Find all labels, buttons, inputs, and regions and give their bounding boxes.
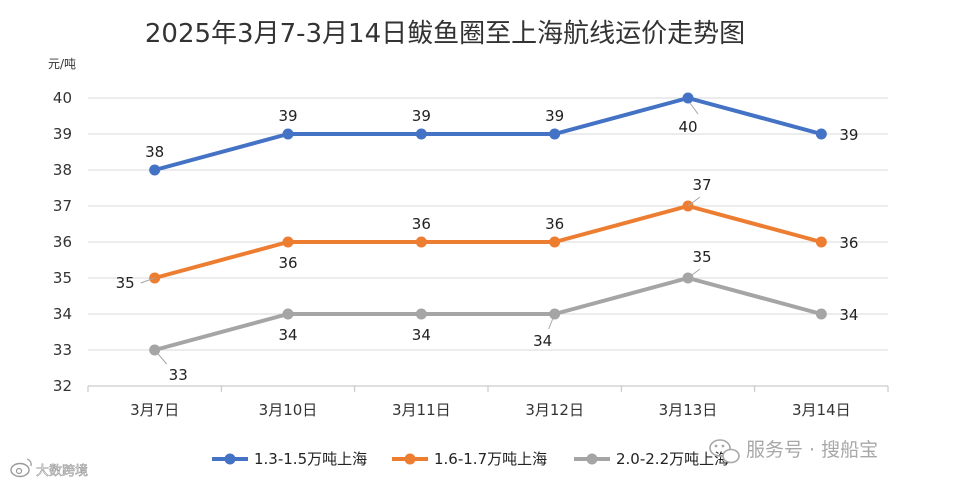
- y-tick-label: 35: [53, 269, 72, 287]
- series-lines: 38 39 39 39 40 39 35 36 36 36 37 36 33 34 34 34 35 34: [116, 92, 859, 384]
- data-point: [415, 236, 427, 248]
- data-label: 38: [145, 143, 164, 161]
- data-point: [282, 128, 294, 140]
- data-label: 34: [839, 306, 858, 324]
- data-label: 36: [278, 254, 297, 272]
- watermark-left-text: 大数跨境: [36, 464, 88, 479]
- data-label: 39: [412, 107, 431, 125]
- legend-label: 1.3-1.5万吨上海: [254, 450, 367, 468]
- label-leader-line: [689, 102, 699, 115]
- label-leader-line: [154, 349, 168, 365]
- data-label: 39: [839, 126, 858, 144]
- legend: 1.3-1.5万吨上海 1.6-1.7万吨上海 2.0-2.2万吨上海: [212, 450, 729, 468]
- data-label: 39: [545, 107, 564, 125]
- y-tick-label: 38: [53, 161, 72, 179]
- x-axis: 3月7日 3月10日 3月11日 3月12日 3月13日 3月14日: [87, 385, 889, 419]
- y-tick-label: 34: [53, 305, 72, 323]
- y-tick-label: 39: [53, 125, 72, 143]
- weibo-icon: [10, 458, 32, 478]
- legend-marker: [586, 453, 598, 465]
- data-point: [815, 308, 827, 320]
- x-tick-label: 3月14日: [792, 401, 851, 419]
- legend-marker: [404, 453, 416, 465]
- series-line: [152, 96, 824, 172]
- data-label: 34: [278, 326, 297, 344]
- data-label: 33: [169, 366, 188, 384]
- data-label: 39: [278, 107, 297, 125]
- y-axis-unit-label: 元/吨: [48, 57, 76, 71]
- series-1: 38 39 39 39 40 39: [145, 92, 858, 176]
- y-tick-label: 32: [53, 377, 72, 395]
- y-tick-label: 36: [53, 233, 72, 251]
- x-tick-label: 3月11日: [392, 401, 451, 419]
- wechat-icon: [709, 439, 740, 464]
- data-point: [815, 236, 827, 248]
- label-leader-line: [140, 277, 155, 284]
- legend-item: 2.0-2.2万吨上海: [574, 450, 729, 468]
- watermark-right: 服务号 · 搜船宝: [709, 439, 878, 464]
- data-label: 37: [692, 176, 711, 194]
- data-point: [549, 236, 561, 248]
- legend-item: 1.6-1.7万吨上海: [392, 450, 547, 468]
- label-leader-line: [687, 196, 701, 207]
- data-label: 40: [678, 118, 697, 136]
- data-point: [149, 164, 161, 176]
- data-point: [549, 128, 561, 140]
- data-label: 36: [412, 215, 431, 233]
- legend-label: 2.0-2.2万吨上海: [616, 450, 729, 468]
- data-point: [682, 92, 694, 104]
- data-label: 35: [116, 274, 135, 292]
- y-tick-label: 40: [53, 89, 72, 107]
- series-line: [152, 276, 824, 352]
- x-tick-label: 3月10日: [259, 401, 318, 419]
- legend-label: 1.6-1.7万吨上海: [434, 450, 547, 468]
- y-tick-label: 33: [53, 341, 72, 359]
- y-axis-ticks: 32 33 34 35 36 37 38 39 40: [53, 89, 72, 395]
- data-point: [415, 308, 427, 320]
- data-point: [282, 236, 294, 248]
- data-label: 36: [545, 215, 564, 233]
- x-tick-label: 3月7日: [130, 401, 179, 419]
- data-label: 34: [412, 326, 431, 344]
- legend-item: 1.3-1.5万吨上海: [212, 450, 367, 468]
- series-line: [152, 204, 824, 280]
- data-label: 34: [533, 332, 552, 350]
- y-tick-label: 37: [53, 197, 72, 215]
- data-point: [815, 128, 827, 140]
- x-tick-label: 3月13日: [659, 401, 718, 419]
- watermark-left: 大数跨境: [10, 458, 88, 479]
- label-leader-line: [687, 268, 701, 279]
- series-2: 35 36 36 36 37 36: [116, 176, 859, 292]
- chart-title: 2025年3月7-3月14日鲅鱼圈至上海航线运价走势图: [145, 19, 745, 49]
- watermark-right-text: 服务号 · 搜船宝: [746, 439, 878, 461]
- data-point: [415, 128, 427, 140]
- grid-lines: [88, 97, 888, 351]
- label-leader-line: [548, 313, 556, 330]
- data-label: 36: [839, 234, 858, 252]
- legend-marker: [224, 453, 236, 465]
- series-3: 33 34 34 34 35 34: [149, 248, 858, 384]
- data-point: [282, 308, 294, 320]
- data-label: 35: [692, 248, 711, 266]
- x-tick-label: 3月12日: [525, 401, 584, 419]
